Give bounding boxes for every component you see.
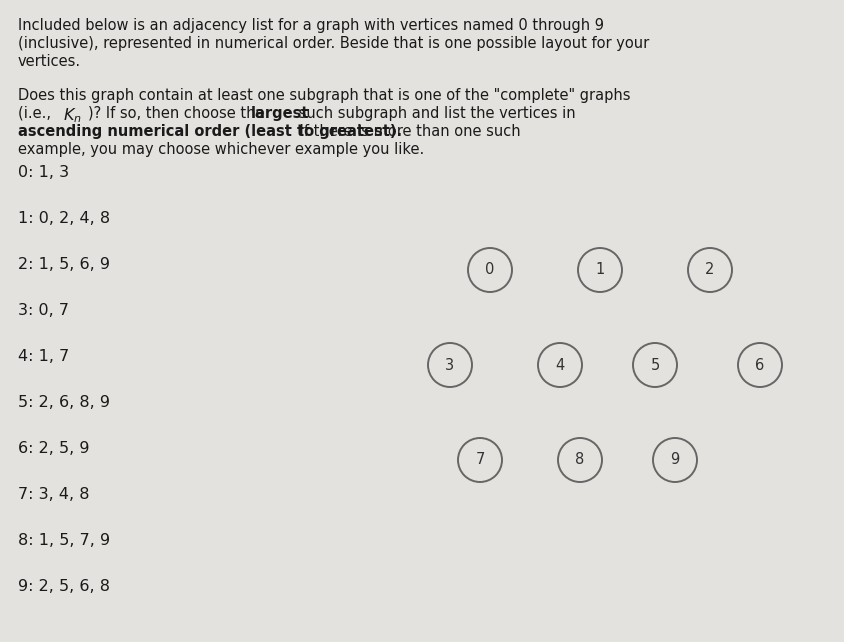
Text: 1: 1 [595,263,604,277]
Circle shape [557,438,601,482]
Text: (i.e.,: (i.e., [18,106,56,121]
Circle shape [577,248,621,292]
Text: 4: 1, 7: 4: 1, 7 [18,349,69,364]
Text: 6: 6 [755,358,764,372]
Text: 5: 5 [650,358,659,372]
Text: largest: largest [251,106,309,121]
Text: 7: 3, 4, 8: 7: 3, 4, 8 [18,487,89,502]
Circle shape [428,343,472,387]
Text: 6: 2, 5, 9: 6: 2, 5, 9 [18,441,89,456]
Circle shape [538,343,582,387]
Text: 4: 4 [555,358,564,372]
Text: Included below is an adjacency list for a graph with vertices named 0 through 9: Included below is an adjacency list for … [18,18,603,33]
Text: 0: 0 [484,263,494,277]
Text: If there is more than one such: If there is more than one such [295,124,520,139]
Text: example, you may choose whichever example you like.: example, you may choose whichever exampl… [18,142,424,157]
Circle shape [632,343,676,387]
Circle shape [652,438,696,482]
Text: 0: 1, 3: 0: 1, 3 [18,165,69,180]
Circle shape [468,248,511,292]
Text: $K_n$: $K_n$ [63,106,82,125]
Text: 9: 9 [669,453,679,467]
Text: 3: 3 [445,358,454,372]
Text: 3: 0, 7: 3: 0, 7 [18,303,69,318]
Text: 8: 8 [575,453,584,467]
Text: (inclusive), represented in numerical order. Beside that is one possible layout : (inclusive), represented in numerical or… [18,36,648,51]
Text: 9: 2, 5, 6, 8: 9: 2, 5, 6, 8 [18,579,110,594]
Circle shape [457,438,501,482]
Text: 8: 1, 5, 7, 9: 8: 1, 5, 7, 9 [18,533,110,548]
Text: )? If so, then choose the: )? If so, then choose the [88,106,268,121]
Circle shape [687,248,731,292]
Text: 7: 7 [474,453,484,467]
Text: 2: 1, 5, 6, 9: 2: 1, 5, 6, 9 [18,257,110,272]
Circle shape [737,343,781,387]
Text: such subgraph and list the vertices in: such subgraph and list the vertices in [294,106,575,121]
Text: vertices.: vertices. [18,54,81,69]
Text: 5: 2, 6, 8, 9: 5: 2, 6, 8, 9 [18,395,110,410]
Text: Does this graph contain at least one subgraph that is one of the "complete" grap: Does this graph contain at least one sub… [18,88,630,103]
Text: 2: 2 [705,263,714,277]
Text: 1: 0, 2, 4, 8: 1: 0, 2, 4, 8 [18,211,110,226]
Text: ascending numerical order (least to greatest).: ascending numerical order (least to grea… [18,124,402,139]
